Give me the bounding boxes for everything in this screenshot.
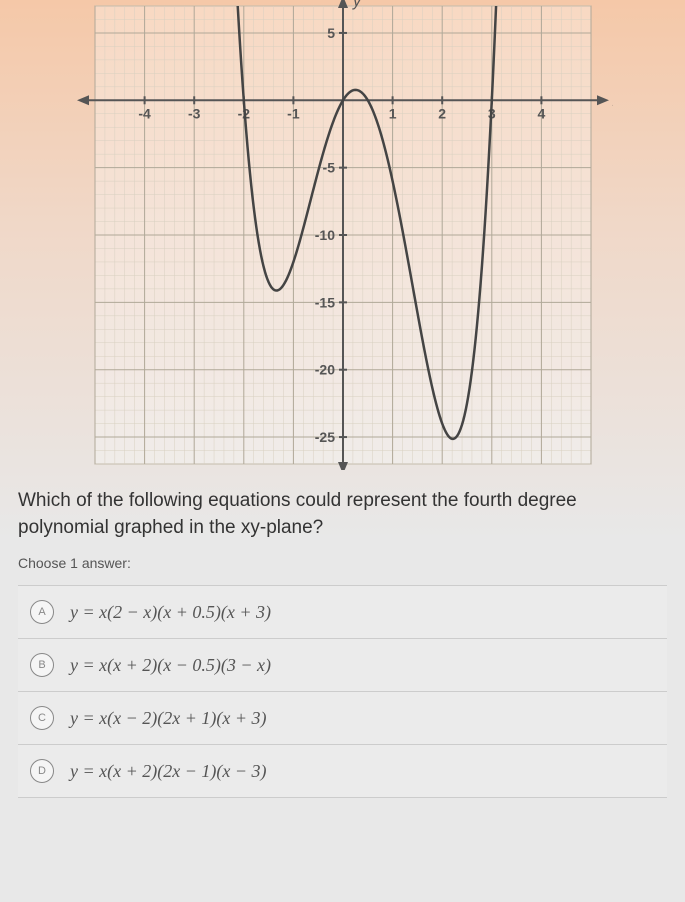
answer-choices: Ay = x(2 − x)(x + 0.5)(x + 3)By = x(x + …: [18, 585, 667, 798]
equation-text: y = x(x − 2)(2x + 1)(x + 3): [70, 708, 267, 729]
equation-text: y = x(x + 2)(2x − 1)(x − 3): [70, 761, 267, 782]
svg-text:y: y: [352, 0, 362, 10]
chart-svg: -4-3-2-112345-5-10-15-20-25yx: [73, 0, 613, 470]
question-text: Which of the following equations could r…: [18, 488, 667, 541]
svg-text:-4: -4: [138, 105, 151, 121]
svg-text:-20: -20: [314, 362, 334, 378]
svg-text:-5: -5: [322, 160, 335, 176]
radio-d[interactable]: D: [30, 759, 54, 783]
svg-text:-10: -10: [314, 227, 334, 243]
equation-text: y = x(x + 2)(x − 0.5)(3 − x): [70, 655, 271, 676]
answer-choice-a[interactable]: Ay = x(2 − x)(x + 0.5)(x + 3): [18, 585, 667, 638]
answer-choice-c[interactable]: Cy = x(x − 2)(2x + 1)(x + 3): [18, 691, 667, 744]
svg-text:1: 1: [388, 105, 396, 121]
svg-text:-3: -3: [187, 105, 200, 121]
svg-text:5: 5: [327, 25, 335, 41]
choose-instruction: Choose 1 answer:: [18, 555, 667, 571]
equation-text: y = x(2 − x)(x + 0.5)(x + 3): [70, 602, 271, 623]
radio-c[interactable]: C: [30, 706, 54, 730]
svg-text:-1: -1: [287, 105, 300, 121]
radio-a[interactable]: A: [30, 600, 54, 624]
svg-text:-15: -15: [314, 294, 334, 310]
svg-text:-25: -25: [314, 429, 334, 445]
answer-choice-d[interactable]: Dy = x(x + 2)(2x − 1)(x − 3): [18, 744, 667, 798]
polynomial-chart: -4-3-2-112345-5-10-15-20-25yx: [73, 0, 613, 470]
svg-text:4: 4: [537, 105, 545, 121]
svg-text:2: 2: [438, 105, 446, 121]
radio-b[interactable]: B: [30, 653, 54, 677]
answer-choice-b[interactable]: By = x(x + 2)(x − 0.5)(3 − x): [18, 638, 667, 691]
svg-text:x: x: [612, 92, 613, 109]
